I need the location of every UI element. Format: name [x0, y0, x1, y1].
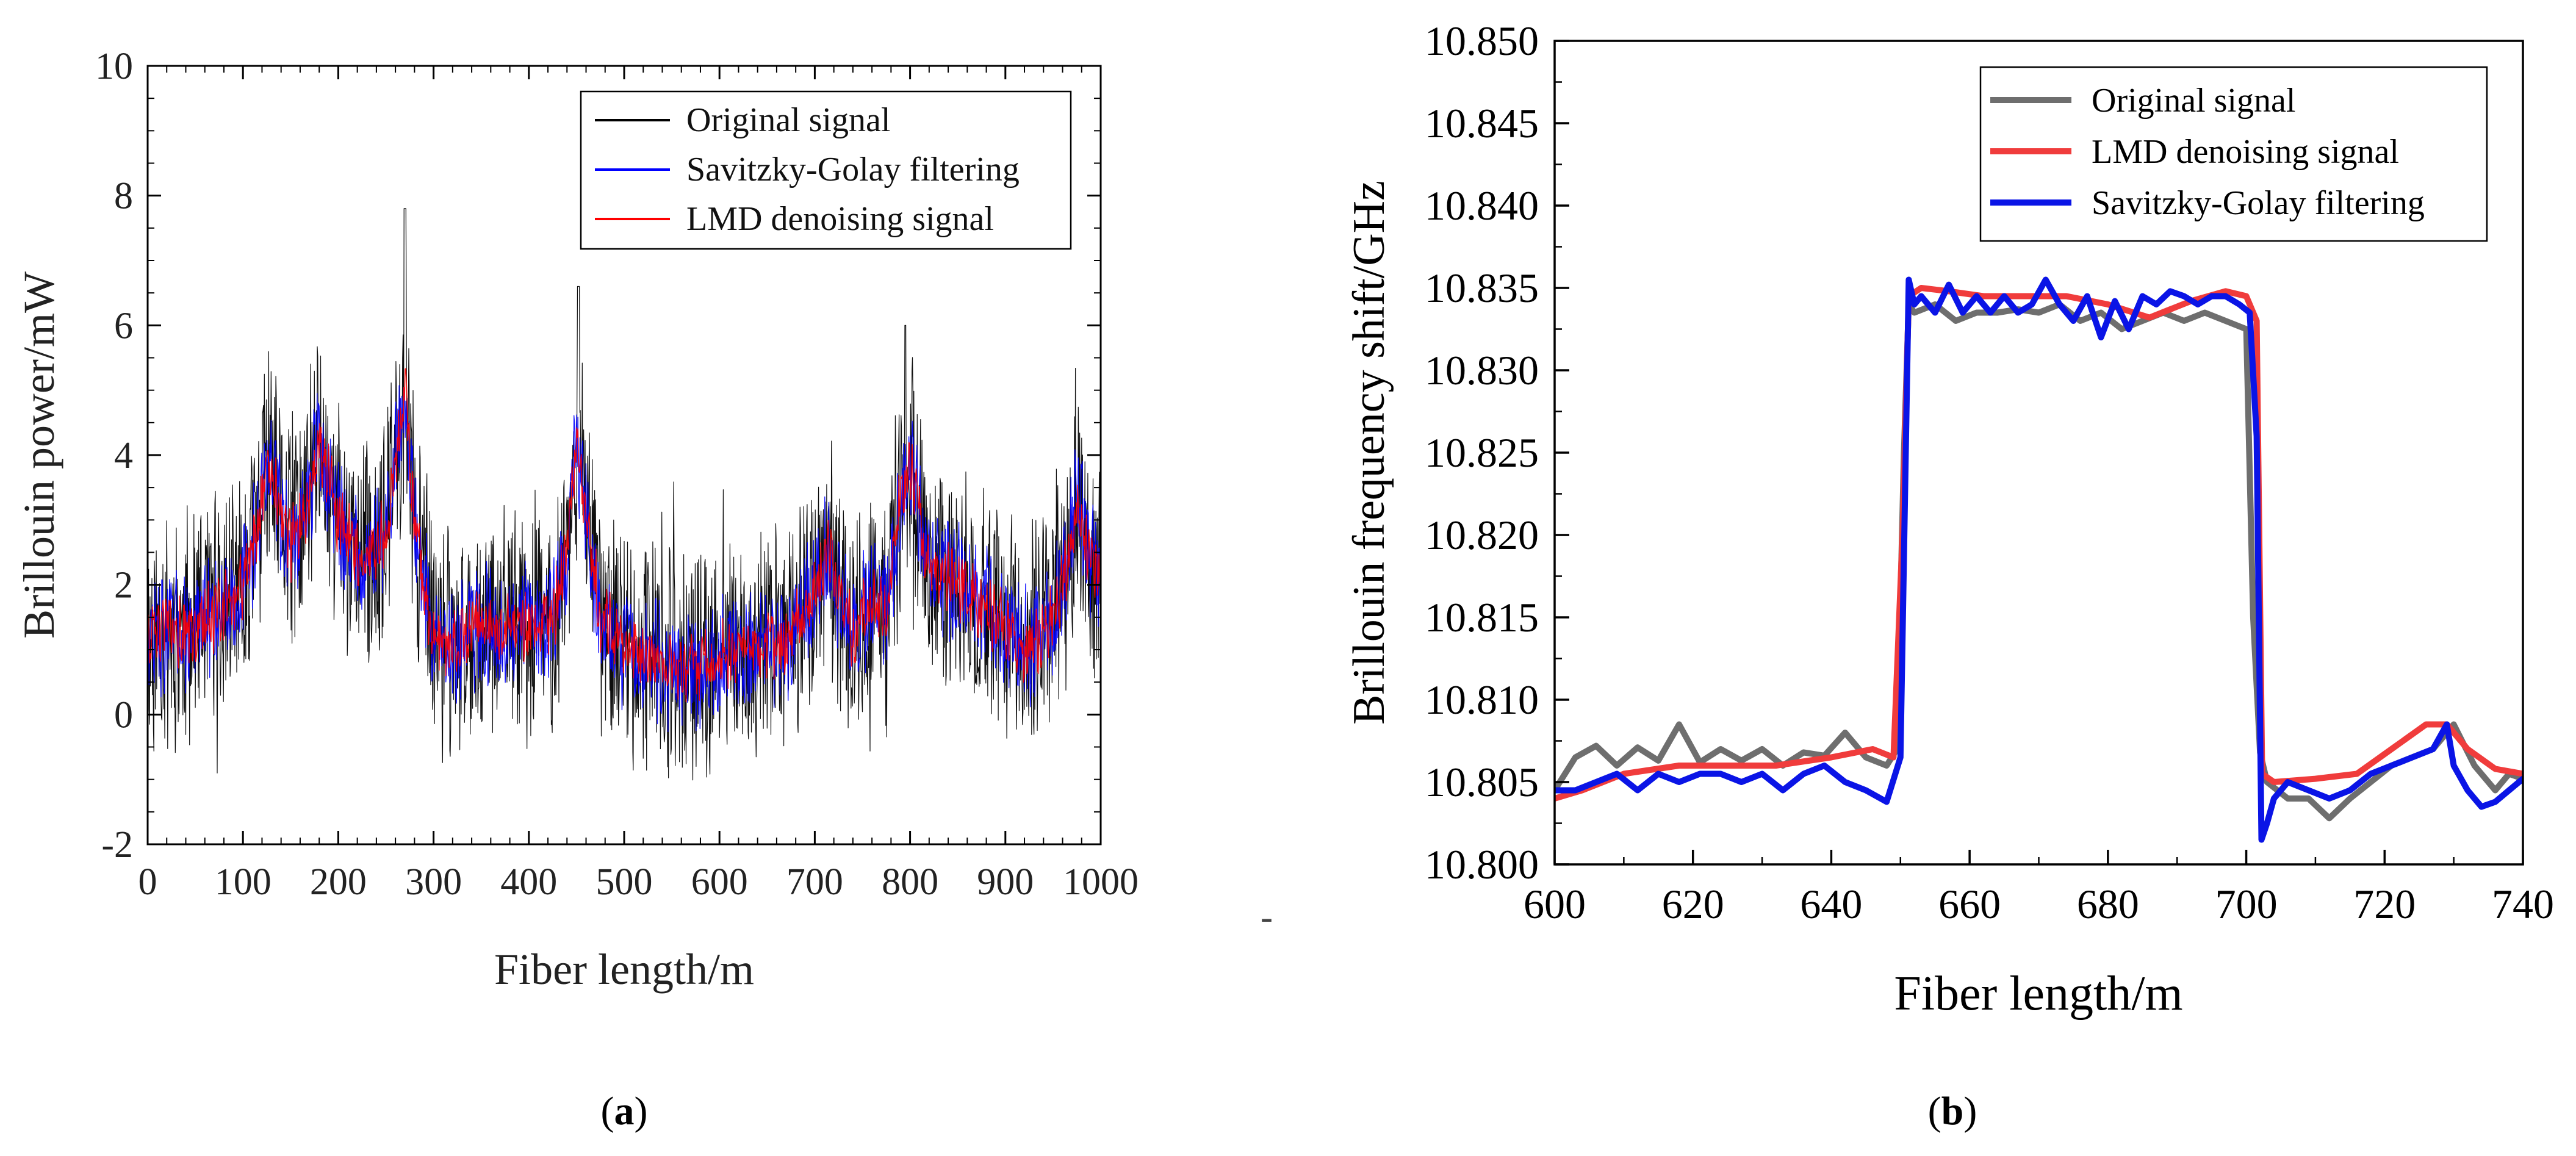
panel-b-series-line — [1555, 301, 2523, 822]
panel-b-caption-letter: b — [1941, 1089, 1964, 1133]
panel-a-x-tick-label: 800 — [882, 861, 938, 903]
panel-b-y-tick-label: 10.835 — [1425, 265, 1539, 311]
panel-a-series-line — [148, 368, 1101, 703]
panel-b-y-tick-label: 10.810 — [1425, 677, 1539, 723]
panel-a-caption: (a) — [601, 1089, 648, 1133]
panel-b-y-tick-label: 10.805 — [1425, 759, 1539, 805]
panel-b-x-tick-label: 720 — [2353, 881, 2416, 927]
panel-b: 600 620 640 660 680 700 720 740 10.800 10.805 10.8… — [1344, 18, 2554, 1133]
panel-a-x-tick-label: 900 — [977, 861, 1034, 903]
panel-b-series-line — [1555, 276, 2523, 843]
panel-a-x-tick-label: 0 — [139, 861, 157, 903]
panel-b-y-tick-label: 10.830 — [1425, 347, 1539, 393]
panel-b-legend-label-original: Original signal — [2092, 82, 2295, 120]
stray-dash-mark: - — [1261, 897, 1273, 937]
panel-a-caption-letter: a — [614, 1089, 635, 1133]
panel-b-series-line — [1555, 285, 2523, 802]
panel-b-ticks — [1553, 40, 2524, 866]
panel-a-x-tick-label: 300 — [405, 861, 462, 903]
panel-a-x-tick-label: 100 — [215, 861, 272, 903]
panel-a-y-tick-label: 6 — [114, 305, 133, 346]
panel-a-series-group — [148, 208, 1101, 781]
panel-b-y-tick-label: 10.800 — [1425, 841, 1539, 888]
panel-a-series-line — [148, 385, 1101, 733]
panel-a-legend: Original signal Savitzky-Golay filtering… — [580, 90, 1072, 250]
panel-b-y-tick-label: 10.845 — [1425, 100, 1539, 146]
panel-b-y-tick-label: 10.825 — [1425, 429, 1539, 476]
panel-a-x-tick-label: 200 — [310, 861, 367, 903]
panel-a-ticks — [146, 65, 1102, 845]
panel-a-legend-label-lmd: LMD denoising signal — [686, 200, 994, 238]
panel-b-legend: Original signal LMD denoising signal Sav… — [1979, 66, 2488, 242]
panel-a-y-axis-title: Brillouin power/mW — [15, 271, 63, 639]
panel-b-x-tick-label: 700 — [2215, 881, 2278, 927]
panel-b-x-tick-label: 640 — [1800, 881, 1862, 927]
panel-a: 0 100 200 300 400 500 600 700 800 900 1000-2024681… — [15, 46, 1139, 1133]
panel-b-series-group — [1555, 276, 2523, 843]
panel-b-y-axis-title: Brillouin frequency shift/GHz — [1344, 181, 1394, 725]
panel-a-y-tick-label: -2 — [101, 824, 133, 866]
panel-b-y-tick-label: 10.820 — [1425, 512, 1539, 558]
panel-a-x-tick-label: 1000 — [1063, 861, 1139, 903]
panel-a-y-tick-label: 0 — [114, 694, 133, 736]
panel-a-y-tick-label: 10 — [95, 46, 133, 87]
panel-b-x-tick-label: 600 — [1524, 881, 1586, 927]
panel-a-series-line — [148, 208, 1101, 781]
panel-a-y-tick-label: 2 — [114, 565, 133, 606]
panel-b-y-tick-label: 10.850 — [1425, 18, 1539, 64]
panel-b-legend-label-savitzky-golay: Savitzky-Golay filtering — [2092, 184, 2425, 222]
panel-b-x-tick-label: 740 — [2492, 881, 2554, 927]
panel-a-tick-labels: 0 100 200 300 400 500 600 700 800 900 1000-2024681… — [95, 46, 1139, 903]
panel-a-x-tick-label: 400 — [500, 861, 557, 903]
panel-a-x-tick-label: 600 — [691, 861, 748, 903]
panel-a-legend-label-original: Original signal — [686, 101, 890, 139]
panel-a-legend-label-savitzky-golay: Savitzky-Golay filtering — [686, 151, 1020, 188]
panel-b-tick-labels: 600 620 640 660 680 700 720 740 10.800 10.805 10.8… — [1425, 18, 2554, 927]
panel-a-x-axis-title: Fiber length/m — [494, 945, 754, 994]
panel-b-x-tick-label: 620 — [1662, 881, 1724, 927]
panel-b-legend-label-lmd: LMD denoising signal — [2092, 133, 2399, 171]
panel-b-x-tick-label: 660 — [1938, 881, 2001, 927]
panel-a-y-tick-label: 4 — [114, 435, 133, 476]
panel-a-x-tick-label: 500 — [596, 861, 653, 903]
panel-b-x-tick-label: 680 — [2077, 881, 2139, 927]
panel-b-caption: (b) — [1928, 1089, 1977, 1133]
panel-b-y-tick-label: 10.815 — [1425, 594, 1539, 641]
panel-a-y-tick-label: 8 — [114, 176, 133, 217]
panel-b-y-tick-label: 10.840 — [1425, 182, 1539, 229]
panel-b-x-axis-title: Fiber length/m — [1894, 967, 2182, 1021]
panel-a-x-tick-label: 700 — [786, 861, 843, 903]
